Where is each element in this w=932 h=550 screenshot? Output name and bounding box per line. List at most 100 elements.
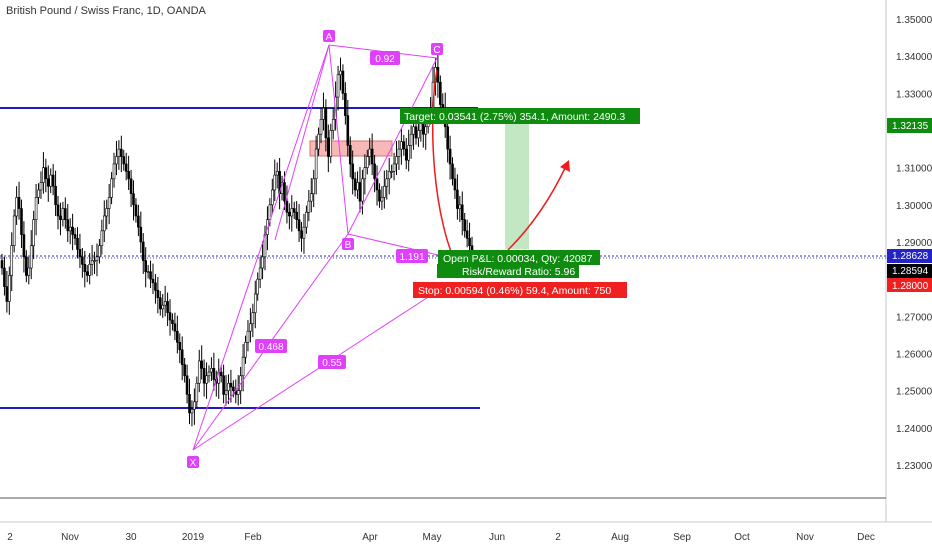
candle-body (463, 219, 466, 232)
candle-body (236, 390, 240, 395)
candle-body (56, 204, 60, 217)
candle-body (78, 249, 82, 258)
price-tick-label: 1.29000 (896, 238, 932, 249)
candle-body (71, 226, 74, 235)
candle-body (202, 368, 206, 384)
time-axis-ticks: 2 Nov 30 2019 Feb Apr May Jun 2 Aug Sep Oct Nov Dec (7, 532, 875, 543)
candle-body (137, 215, 140, 228)
candle-body (451, 163, 454, 180)
candle-body (288, 211, 291, 217)
candle-body (465, 230, 469, 239)
time-tick-label: Nov (61, 532, 79, 543)
risk-reward-box[interactable] (437, 264, 579, 278)
price-tick-label: 1.31000 (896, 164, 932, 175)
candle-body (312, 178, 316, 194)
candle-body (151, 278, 155, 284)
candle-body (417, 130, 420, 139)
stop-text: Stop: 0.00594 (0.46%) 59.4, Amount: 750 (418, 285, 611, 297)
candle-body (110, 178, 113, 198)
candle-body (222, 375, 225, 395)
candle-body (98, 245, 101, 258)
candle-body (261, 256, 264, 269)
candle-body (368, 148, 372, 157)
open-pl-box[interactable] (438, 250, 600, 265)
candle-body (409, 133, 413, 146)
candle-body (251, 312, 255, 325)
candle-body (134, 204, 138, 217)
time-tick-label: Nov (796, 532, 814, 543)
candle-body (100, 230, 104, 247)
ratio-ac-label: 0.92 (375, 54, 395, 65)
point-x-label: X (190, 458, 197, 469)
candle-body (224, 390, 228, 395)
candle-body (81, 256, 84, 265)
candle-body (441, 104, 445, 109)
harmonic-pattern[interactable] (192, 44, 469, 451)
stop-box[interactable] (413, 282, 627, 298)
candle-body (158, 297, 162, 310)
time-tick-label: Dec (857, 532, 875, 543)
candle-body (161, 304, 165, 310)
time-tick-label: Aug (611, 532, 629, 543)
candle-body (185, 375, 189, 395)
candle-body (468, 237, 471, 247)
candle-body (295, 211, 298, 220)
open-pl-text: Open P&L: 0.00034, Qty: 42087 (443, 253, 593, 265)
candle-body (341, 70, 345, 94)
candle-body (129, 178, 133, 194)
candle-body (336, 74, 340, 98)
price-tick-label: 1.23000 (896, 461, 932, 472)
candle-body (32, 219, 35, 247)
arrow-head-icon (560, 160, 570, 172)
time-tick-label: Sep (673, 532, 691, 543)
candle-body (244, 342, 247, 358)
candle-body (273, 174, 277, 191)
candle-body (424, 126, 428, 135)
candle-body (188, 394, 191, 414)
candle-body (305, 211, 308, 228)
candle-body (387, 171, 391, 180)
candle-body (5, 286, 9, 302)
candle-body (385, 178, 389, 187)
candle-body (93, 260, 96, 262)
candle-body (115, 156, 118, 165)
candle-body (458, 204, 462, 209)
time-tick-label: 2 (555, 532, 561, 543)
position-tool[interactable]: Target: 0.03541 (2.75%) 354.1, Amount: 2… (400, 108, 640, 298)
point-b-label: B (345, 240, 352, 251)
candle-body (353, 178, 357, 191)
target-box[interactable] (400, 108, 640, 124)
candle-body (229, 382, 233, 388)
candle-body (10, 245, 14, 276)
ratio-bd-label: 1.191 (399, 252, 424, 263)
candle-body (419, 122, 423, 131)
candle-body (144, 260, 147, 273)
candle-body (37, 189, 40, 198)
price-tags: 1.32135 1.28628 1.28594 1.28000 (887, 118, 932, 292)
candle-body (380, 197, 384, 202)
price-tick-label: 1.26000 (896, 350, 932, 361)
candle-body (302, 226, 306, 239)
candle-body (439, 81, 442, 105)
candle-body (300, 230, 303, 239)
candle-body (348, 145, 352, 165)
candle-body (324, 107, 328, 139)
pattern-a-leg (274, 44, 330, 241)
candle-body (146, 271, 150, 274)
candle-body (83, 263, 87, 273)
target-zone[interactable] (505, 123, 529, 249)
time-tick-label: May (423, 532, 442, 543)
candle-body (412, 126, 415, 135)
candle-body (256, 278, 259, 295)
candle-body (127, 171, 130, 180)
candle-body (344, 93, 347, 116)
candle-body (448, 148, 452, 165)
candle-body (195, 382, 199, 403)
point-a-label: A (326, 32, 333, 43)
candle-body (0, 260, 4, 269)
risk-reward-text: Risk/Reward Ratio: 5.96 (462, 266, 575, 278)
projected-rise-arrow[interactable] (507, 165, 567, 251)
candle-body (327, 137, 330, 157)
candle-body (85, 271, 89, 276)
